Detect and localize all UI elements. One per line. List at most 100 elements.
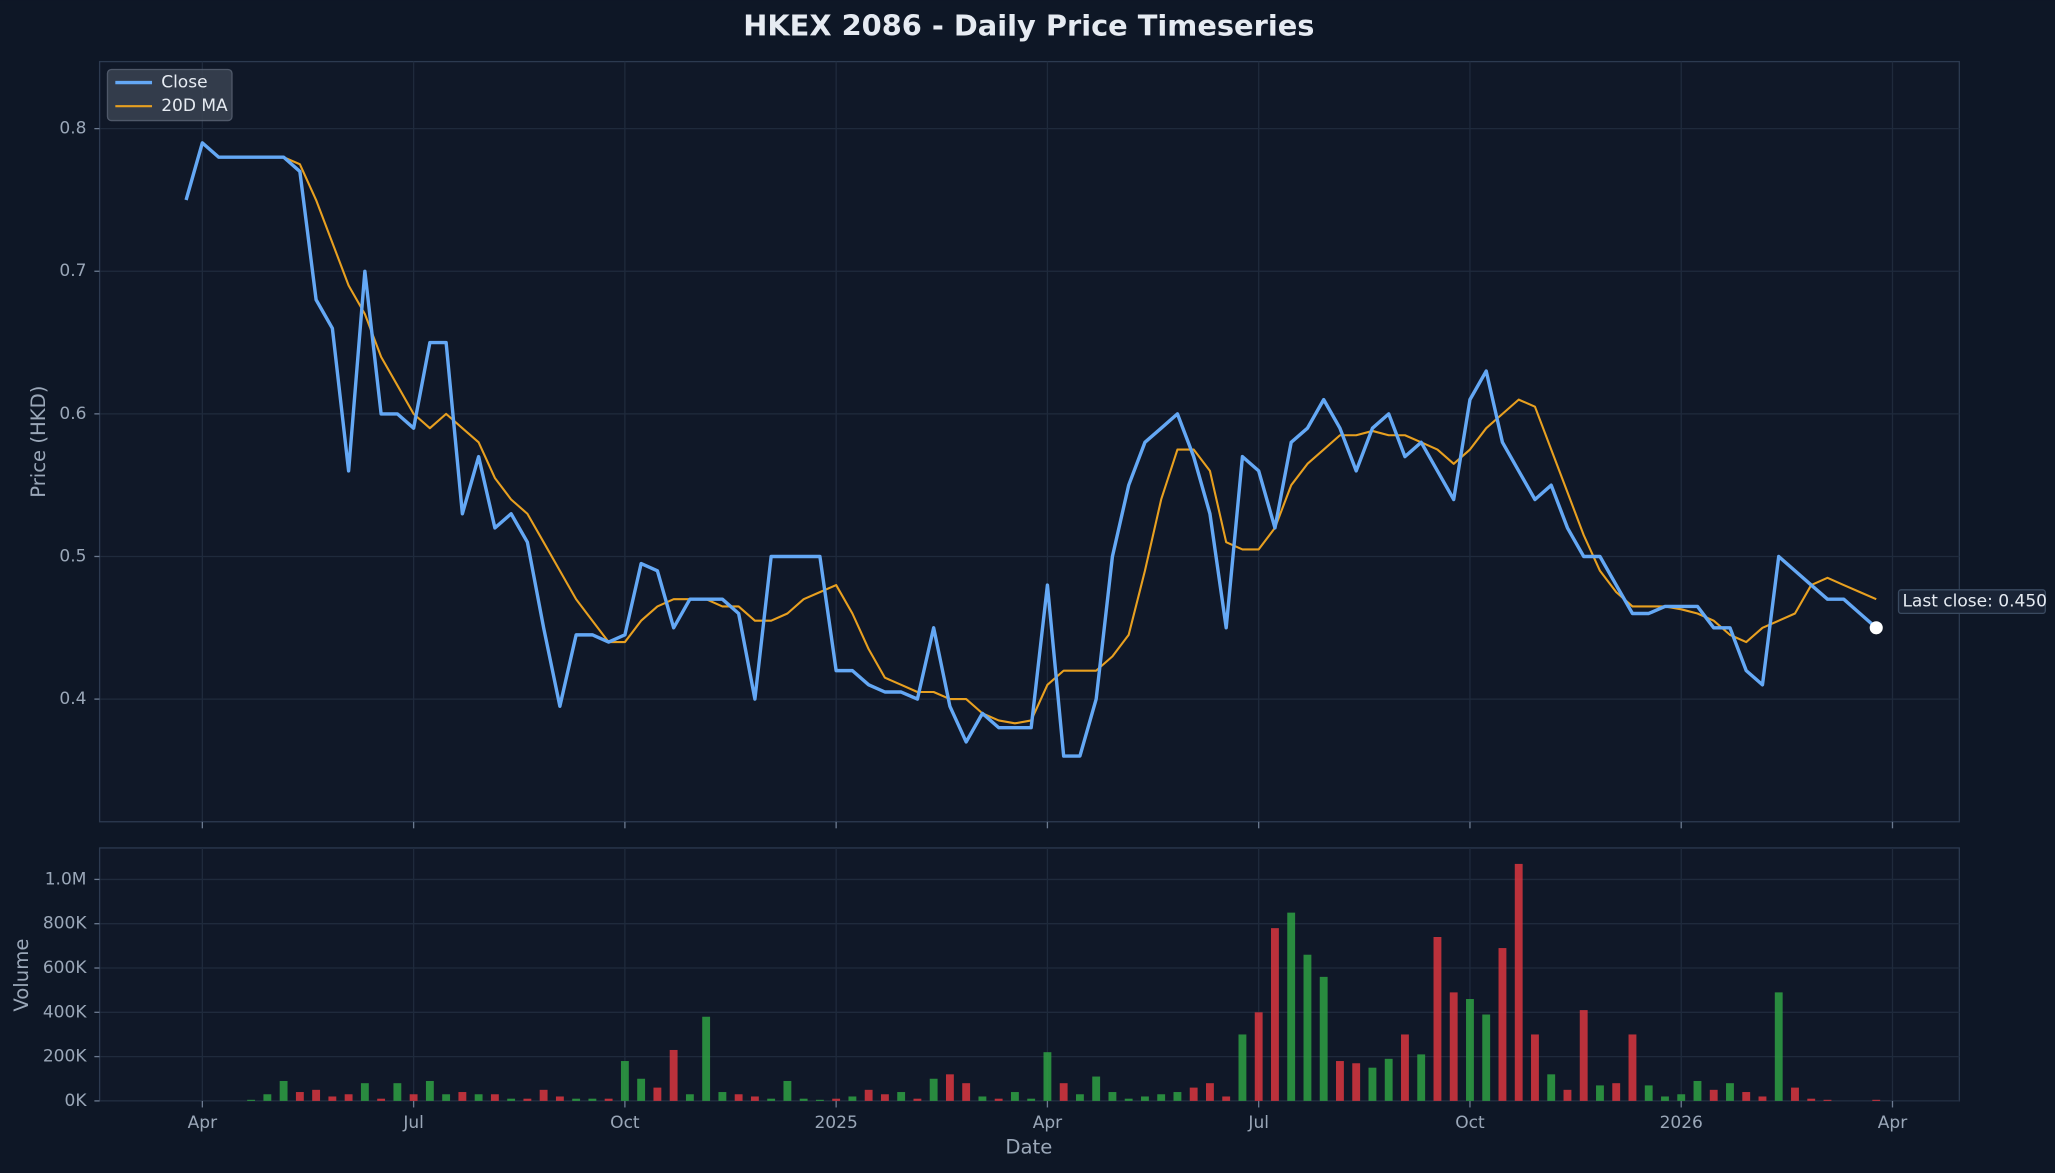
- volume-bar: [490, 1094, 499, 1101]
- volume-bar: [1010, 1092, 1019, 1101]
- volume-bar: [1807, 1098, 1816, 1101]
- y-tick-label: 600K: [43, 958, 87, 978]
- volume-bar: [685, 1094, 694, 1101]
- volume-bar: [1872, 1099, 1881, 1101]
- volume-bar: [1319, 976, 1328, 1101]
- volume-bar: [425, 1080, 434, 1101]
- volume-bar: [637, 1078, 646, 1101]
- volume-bar: [1303, 954, 1312, 1101]
- volume-bar: [962, 1083, 971, 1101]
- volume-bar: [799, 1098, 808, 1101]
- volume-bar: [929, 1078, 938, 1101]
- volume-bar: [1482, 1014, 1491, 1101]
- volume-bar: [1774, 992, 1783, 1101]
- volume-bar: [1563, 1089, 1572, 1101]
- volume-bar: [978, 1096, 987, 1101]
- volume-bar: [945, 1074, 954, 1101]
- x-tick-label: Apr: [1033, 1113, 1062, 1133]
- volume-bar: [1514, 863, 1523, 1101]
- volume-bar: [377, 1098, 386, 1101]
- volume-bar: [312, 1089, 321, 1101]
- x-tick-label: 2026: [1660, 1113, 1703, 1133]
- y-tick-label: 0.4: [59, 689, 86, 709]
- volume-bar: [1140, 1096, 1149, 1101]
- volume-bar: [328, 1096, 337, 1101]
- volume-bar: [1644, 1085, 1653, 1101]
- volume-panel: [98, 847, 1960, 1102]
- x-tick-label: Apr: [188, 1113, 217, 1133]
- volume-bar: [588, 1098, 597, 1101]
- volume-bar: [1433, 937, 1442, 1101]
- volume-bar: [1238, 1034, 1247, 1101]
- volume-bar: [1726, 1083, 1734, 1101]
- volume-bar: [994, 1098, 1003, 1101]
- volume-bar: [1693, 1080, 1702, 1101]
- x-tick-label: Oct: [1455, 1113, 1485, 1133]
- volume-bar: [1498, 948, 1507, 1101]
- volume-bar: [1222, 1096, 1231, 1101]
- volume-bar: [1742, 1092, 1751, 1101]
- volume-bar: [295, 1092, 304, 1101]
- volume-bar: [279, 1080, 288, 1101]
- volume-bar: [1449, 992, 1458, 1101]
- volume-bar: [1189, 1087, 1198, 1101]
- volume-bar: [1596, 1085, 1604, 1101]
- volume-bar: [1124, 1098, 1133, 1101]
- volume-bar: [1823, 1099, 1832, 1101]
- volume-bar: [1027, 1098, 1036, 1101]
- volume-bar: [1661, 1096, 1669, 1101]
- x-tick-label: 2025: [814, 1113, 857, 1133]
- volume-bar: [734, 1094, 743, 1101]
- chart-title: HKEX 2086 - Daily Price Timeseries: [743, 9, 1314, 43]
- y-axis-label: Price (HKD): [27, 386, 50, 498]
- price-panel: [98, 60, 1960, 823]
- x-tick-label: Jul: [1247, 1113, 1269, 1133]
- volume-bar: [1401, 1034, 1409, 1101]
- volume-bar: [1336, 1061, 1344, 1101]
- volume-bar: [1092, 1076, 1101, 1101]
- volume-bar: [1466, 999, 1474, 1101]
- y-tick-label: 0.6: [59, 404, 86, 424]
- series-line: [184, 141, 1878, 758]
- last-close-marker: [1869, 621, 1883, 635]
- volume-bar: [1271, 928, 1279, 1101]
- volume-bar: [1059, 1083, 1068, 1101]
- volume-bar: [263, 1094, 272, 1101]
- series-line: [251, 156, 1877, 725]
- volume-bar: [815, 1099, 824, 1101]
- volume-bar: [1157, 1094, 1166, 1101]
- x-tick-label: Jul: [402, 1113, 424, 1133]
- volume-bar: [1709, 1089, 1718, 1101]
- volume-bar: [669, 1049, 678, 1101]
- volume-bar: [880, 1094, 889, 1101]
- volume-bar: [1368, 1067, 1377, 1101]
- annotation: Last close: 0.450: [1902, 592, 2047, 612]
- volume-bar: [1531, 1034, 1539, 1101]
- volume-axis-label: Volume: [10, 939, 33, 1012]
- volume-bar: [832, 1098, 841, 1101]
- legend-label: Close: [161, 73, 207, 93]
- volume-bar: [1417, 1054, 1426, 1101]
- volume-bar: [247, 1099, 256, 1101]
- volume-bar: [360, 1083, 369, 1101]
- x-tick-label: Oct: [610, 1113, 640, 1133]
- volume-bar: [442, 1094, 451, 1101]
- volume-bar: [767, 1098, 776, 1101]
- volume-bar: [702, 1016, 711, 1101]
- volume-bar: [1254, 1012, 1263, 1101]
- volume-bar: [393, 1083, 402, 1101]
- volume-bar: [1108, 1092, 1117, 1101]
- x-tick-label: Apr: [1878, 1113, 1907, 1133]
- volume-bar: [474, 1094, 483, 1101]
- volume-bar: [1287, 912, 1296, 1101]
- y-tick-label: 0.5: [59, 546, 86, 566]
- volume-bar: [1352, 1063, 1361, 1101]
- y-tick-label: 0K: [65, 1091, 88, 1111]
- volume-bar: [1628, 1034, 1637, 1101]
- volume-bar: [783, 1080, 792, 1101]
- volume-bar: [409, 1094, 418, 1101]
- volume-bar: [1677, 1094, 1686, 1101]
- volume-bar: [1043, 1052, 1052, 1101]
- volume-bar: [555, 1096, 564, 1101]
